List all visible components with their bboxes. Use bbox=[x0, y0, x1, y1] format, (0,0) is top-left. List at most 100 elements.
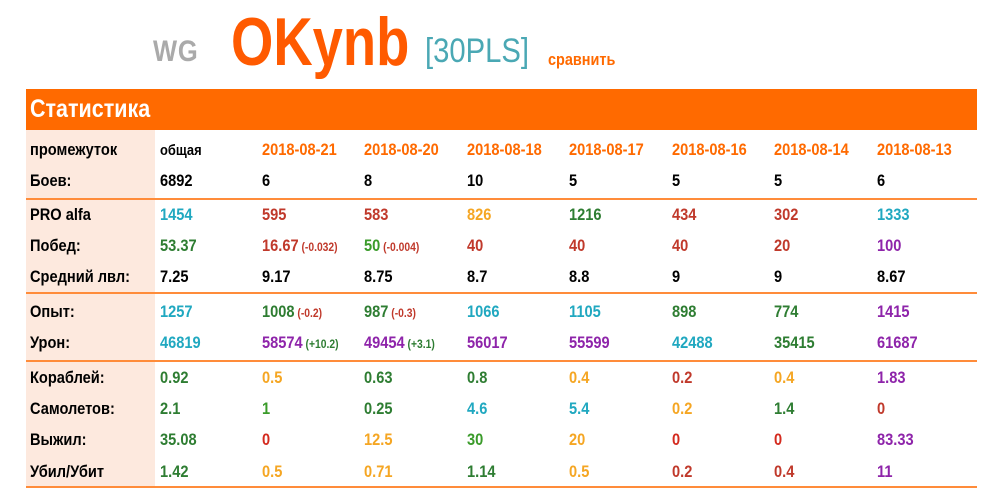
stat-number: 100 bbox=[877, 236, 902, 255]
stat-value: 302 bbox=[774, 205, 798, 225]
stat-number: 434 bbox=[672, 205, 697, 224]
stat-number: 8.75 bbox=[364, 267, 393, 286]
stat-value: 42488 bbox=[672, 333, 713, 353]
stat-value: 7.25 bbox=[160, 267, 188, 287]
stat-number: 50 bbox=[364, 236, 381, 255]
stat-number: 0.63 bbox=[364, 368, 393, 387]
stat-number: 5 bbox=[774, 171, 783, 190]
stat-value: 1257 bbox=[160, 302, 193, 322]
stat-number: 1105 bbox=[569, 302, 601, 321]
stat-number: 0.4 bbox=[774, 462, 795, 481]
stat-value: 0.92 bbox=[160, 368, 188, 388]
stat-value: 774 bbox=[774, 302, 798, 322]
compare-link[interactable]: сравнить bbox=[548, 50, 616, 69]
period-date[interactable]: 2018-08-18 bbox=[467, 140, 542, 159]
stat-value: 1.83 bbox=[877, 368, 905, 388]
stat-number: 9 bbox=[774, 267, 783, 286]
row-separator bbox=[26, 360, 977, 362]
row-separator bbox=[26, 292, 977, 294]
row-label: Самолетов: bbox=[30, 399, 115, 418]
stat-number: 0.4 bbox=[774, 368, 795, 387]
stat-value: 6 bbox=[877, 171, 885, 191]
stat-value: 8.8 bbox=[569, 267, 589, 287]
stat-value: 1008 (-0.2) bbox=[262, 302, 322, 323]
stat-value: 2.1 bbox=[160, 399, 180, 419]
stat-value: 0.5 bbox=[569, 462, 589, 482]
stat-number: 1257 bbox=[160, 302, 193, 321]
stat-value: 1066 bbox=[467, 302, 500, 322]
stat-value: 4.6 bbox=[467, 399, 487, 419]
stat-value: 8.67 bbox=[877, 267, 905, 287]
stat-number: 7.25 bbox=[160, 267, 189, 286]
row-label: Средний лвл: bbox=[30, 267, 131, 286]
stat-value: 11 bbox=[877, 462, 892, 482]
stat-number: 1008 bbox=[262, 302, 295, 321]
row-label: Выжил: bbox=[30, 430, 87, 449]
stat-number: 1.42 bbox=[160, 462, 189, 481]
stat-number: 30 bbox=[467, 430, 484, 449]
row-label: Опыт: bbox=[30, 302, 75, 321]
stat-number: 35415 bbox=[774, 333, 815, 352]
stat-number: 42488 bbox=[672, 333, 713, 352]
stat-value: 898 bbox=[672, 302, 696, 322]
section-title: Статистика bbox=[30, 95, 151, 123]
player-nickname: OKynb bbox=[231, 4, 410, 80]
period-date[interactable]: 2018-08-16 bbox=[672, 140, 747, 159]
stat-value: 6892 bbox=[160, 171, 193, 191]
stat-value: 35.08 bbox=[160, 430, 197, 450]
row-separator bbox=[26, 486, 977, 488]
stat-number: 11 bbox=[877, 462, 893, 481]
stat-number: 0 bbox=[262, 430, 271, 449]
stat-delta: (+3.1) bbox=[404, 337, 435, 351]
stat-value: 12.5 bbox=[364, 430, 392, 450]
period-date[interactable]: 2018-08-17 bbox=[569, 140, 644, 159]
period-date[interactable]: 2018-08-21 bbox=[262, 140, 337, 159]
stat-delta: (-0.004) bbox=[380, 240, 420, 254]
stat-number: 83.33 bbox=[877, 430, 914, 449]
period-overall[interactable]: общая bbox=[160, 142, 202, 159]
stat-value: 5 bbox=[672, 171, 680, 191]
stat-number: 1.4 bbox=[774, 399, 795, 418]
stat-number: 0 bbox=[672, 430, 681, 449]
stat-number: 0.8 bbox=[467, 368, 488, 387]
stat-value: 1105 bbox=[569, 302, 601, 322]
player-header: WG OKynb [30PLS] сравнить bbox=[0, 0, 1003, 86]
stat-number: 40 bbox=[467, 236, 484, 255]
stat-value: 434 bbox=[672, 205, 696, 225]
period-date[interactable]: 2018-08-13 bbox=[877, 140, 952, 159]
stat-number: 0.92 bbox=[160, 368, 189, 387]
period-date[interactable]: 2018-08-20 bbox=[364, 140, 439, 159]
stat-number: 0.25 bbox=[364, 399, 393, 418]
stat-value: 0.5 bbox=[262, 368, 282, 388]
stat-value: 5 bbox=[774, 171, 782, 191]
stat-value: 61687 bbox=[877, 333, 918, 353]
stat-value: 826 bbox=[467, 205, 491, 225]
period-date[interactable]: 2018-08-14 bbox=[774, 140, 849, 159]
stat-number: 987 bbox=[364, 302, 389, 321]
stat-number: 1216 bbox=[569, 205, 602, 224]
stat-number: 20 bbox=[569, 430, 586, 449]
stat-number: 6892 bbox=[160, 171, 193, 190]
stat-number: 20 bbox=[774, 236, 791, 255]
clan-tag[interactable]: [30PLS] bbox=[425, 32, 530, 70]
stat-number: 8 bbox=[364, 171, 373, 190]
stat-value: 40 bbox=[569, 236, 585, 256]
stat-value: 595 bbox=[262, 205, 286, 225]
row-label: Кораблей: bbox=[30, 368, 105, 387]
stat-number: 8.8 bbox=[569, 267, 590, 286]
stat-value: 583 bbox=[364, 205, 388, 225]
stat-value: 0 bbox=[262, 430, 270, 450]
stat-number: 595 bbox=[262, 205, 287, 224]
stat-value: 0.5 bbox=[262, 462, 282, 482]
row-label: Убил/Убит bbox=[30, 462, 105, 481]
stat-number: 0 bbox=[774, 430, 783, 449]
stat-number: 1.83 bbox=[877, 368, 906, 387]
stat-value: 20 bbox=[774, 236, 790, 256]
period-label: промежуток bbox=[30, 140, 118, 159]
stat-value: 6 bbox=[262, 171, 270, 191]
stat-value: 30 bbox=[467, 430, 483, 450]
stat-number: 55599 bbox=[569, 333, 610, 352]
stat-number: 53.37 bbox=[160, 236, 197, 255]
stat-value: 100 bbox=[877, 236, 901, 256]
stat-number: 1.14 bbox=[467, 462, 496, 481]
